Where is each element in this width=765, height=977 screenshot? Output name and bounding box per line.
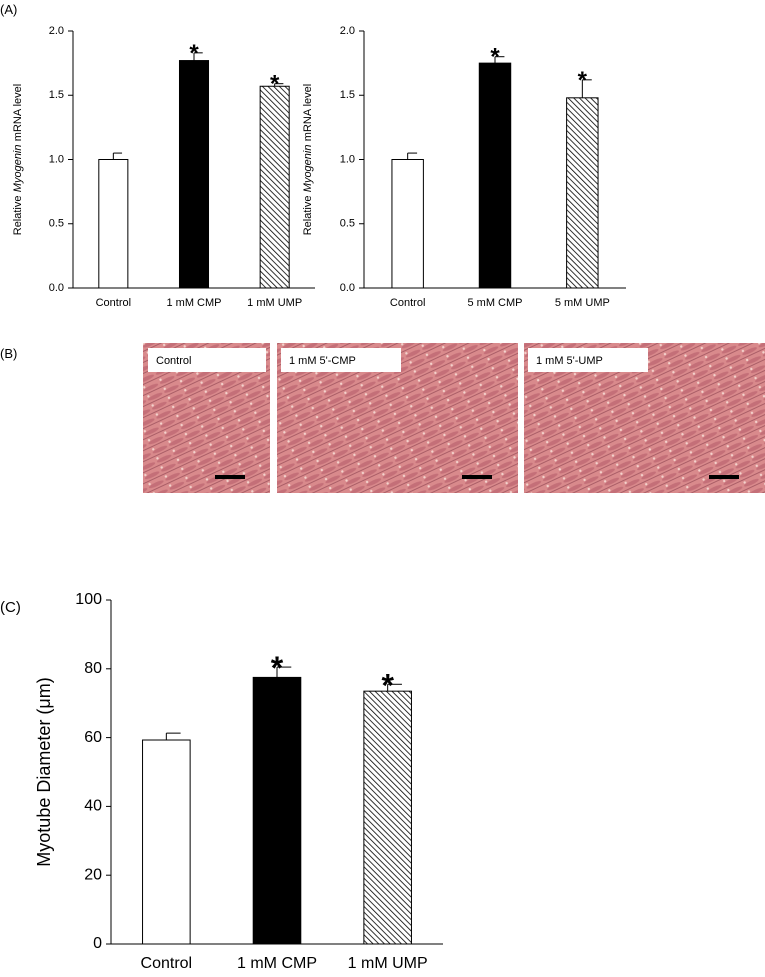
y-axis-label: Relative Myogenin mRNA level <box>302 84 314 236</box>
image-label: 1 mM 5'-CMP <box>289 355 356 367</box>
significance-marker: * <box>578 67 588 94</box>
micrograph: Control <box>143 343 270 493</box>
y-tick-label: 20 <box>84 866 102 883</box>
bar <box>252 676 302 945</box>
panel-label: (B) <box>0 346 17 361</box>
image-label-box <box>281 348 401 372</box>
bar <box>98 159 129 289</box>
significance-marker: * <box>189 40 199 67</box>
y-axis-label-text: Relative <box>12 196 24 236</box>
image-label: Control <box>156 355 191 367</box>
bar <box>142 739 191 945</box>
panel-label: (A) <box>0 2 17 17</box>
significance-marker: * <box>270 71 280 98</box>
y-tick-label: 1.0 <box>49 153 64 165</box>
y-axis-label-text: Myogenin <box>302 145 314 193</box>
scale-bar <box>215 475 245 479</box>
x-tick-label: 1 mM CMP <box>237 955 317 972</box>
micrograph: 1 mM 5'-UMP <box>524 343 765 493</box>
y-axis-label-text: Myogenin <box>12 145 24 193</box>
y-tick-label: 2.0 <box>340 25 355 37</box>
micrograph: 1 mM 5'-CMP <box>277 343 518 493</box>
y-axis-label: Myotube Diameter (μm) <box>34 677 54 866</box>
x-tick-label: 5 mM UMP <box>555 297 610 309</box>
x-tick-label: Control <box>390 297 425 309</box>
bar <box>178 60 210 289</box>
significance-marker: * <box>381 667 394 703</box>
bar <box>259 85 290 289</box>
y-tick-label: 2.0 <box>49 25 64 37</box>
y-tick-label: 100 <box>75 591 102 608</box>
scale-bar <box>462 475 492 479</box>
x-tick-label: 5 mM CMP <box>468 297 523 309</box>
bar <box>363 690 412 945</box>
y-axis-label-text: Relative <box>302 196 314 236</box>
significance-marker: * <box>490 44 500 71</box>
image-label: 1 mM 5'-UMP <box>536 355 603 367</box>
x-tick-label: 1 mM CMP <box>167 297 222 309</box>
y-tick-label: 1.5 <box>49 89 64 101</box>
y-axis-label-text: Myotube Diameter (μm) <box>34 677 54 866</box>
y-axis-label-text: mRNA level <box>302 84 314 141</box>
y-tick-label: 0.0 <box>340 282 355 294</box>
y-tick-label: 0 <box>93 935 102 952</box>
x-tick-label: 1 mM UMP <box>247 297 302 309</box>
bar <box>566 97 599 289</box>
y-tick-label: 1.0 <box>340 153 355 165</box>
image-label-box <box>148 348 266 372</box>
panel-label: (C) <box>0 599 21 616</box>
y-tick-label: 0.5 <box>340 218 355 230</box>
x-tick-label: Control <box>96 297 131 309</box>
y-tick-label: 0.0 <box>49 282 64 294</box>
y-axis-label-text: mRNA level <box>12 84 24 141</box>
scale-bar <box>709 475 739 479</box>
significance-marker: * <box>271 650 284 686</box>
y-tick-label: 60 <box>84 729 102 746</box>
y-tick-label: 40 <box>84 798 102 815</box>
x-tick-label: Control <box>141 955 193 972</box>
y-axis-label: Relative Myogenin mRNA level <box>12 84 24 236</box>
bar <box>478 62 512 289</box>
y-tick-label: 1.5 <box>340 89 355 101</box>
image-label-box <box>528 348 648 372</box>
x-tick-label: 1 mM UMP <box>348 955 428 972</box>
bar <box>391 159 424 289</box>
y-tick-label: 80 <box>84 660 102 677</box>
y-tick-label: 0.5 <box>49 218 64 230</box>
